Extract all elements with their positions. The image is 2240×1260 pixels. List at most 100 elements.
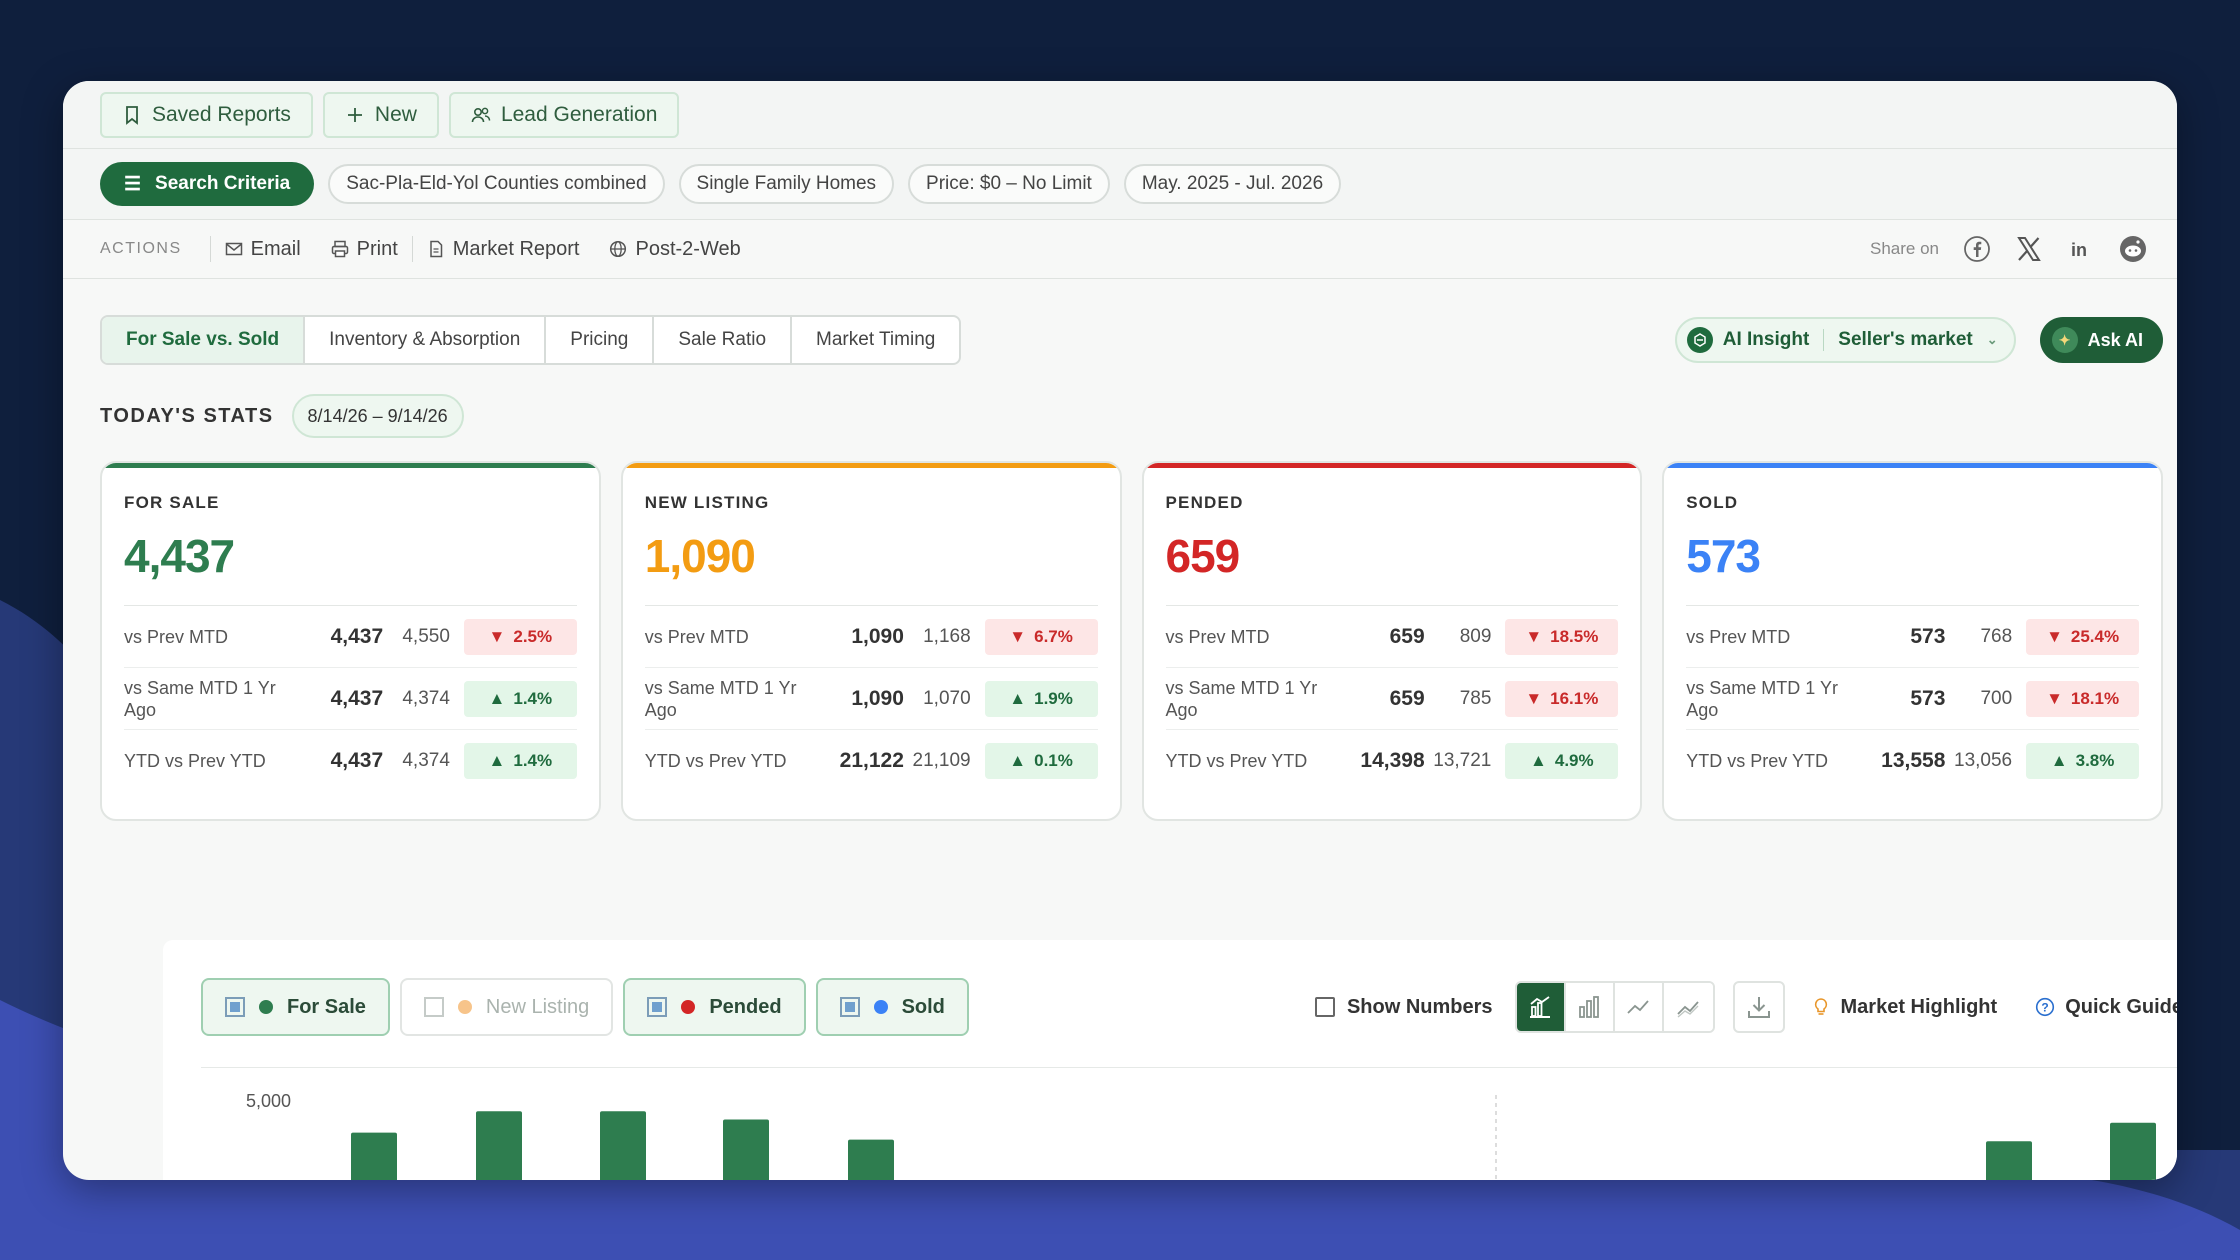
menu-icon: ☰: [124, 173, 142, 195]
legend-toggle-new-listing[interactable]: New Listing: [399, 978, 614, 1036]
legend-checkbox[interactable]: [647, 997, 668, 1017]
email-action[interactable]: Email: [225, 238, 301, 261]
legend-checkbox[interactable]: [839, 997, 860, 1017]
reddit-icon[interactable]: [2119, 235, 2147, 263]
facebook-icon[interactable]: [1963, 235, 1991, 263]
stat-row: vs Prev MTD 659 809 ▼ 18.5%: [1165, 606, 1619, 668]
stat-current-value: 659: [1389, 624, 1425, 648]
legend-toggle-pended[interactable]: Pended: [623, 978, 806, 1036]
change-badge: ▼ 2.5%: [463, 618, 577, 655]
criteria-chip-area[interactable]: Sac-Pla-Eld-Yol Counties combined: [328, 164, 665, 204]
legend-checkbox[interactable]: [225, 997, 245, 1017]
download-button[interactable]: [1732, 981, 1785, 1033]
stat-current-value: 1,090: [851, 686, 904, 710]
bar-chart-button[interactable]: [1565, 983, 1615, 1031]
card-label: SOLD: [1686, 493, 1739, 512]
chart-bar[interactable]: [723, 1119, 769, 1180]
lead-generation-label: Lead Generation: [500, 102, 658, 126]
search-criteria-button[interactable]: ☰ Search Criteria: [100, 162, 315, 206]
show-numbers-checkbox[interactable]: [1314, 997, 1335, 1017]
quick-guide-button[interactable]: ? Quick Guide: [2035, 996, 2177, 1019]
new-button[interactable]: New: [322, 91, 439, 138]
criteria-chip-price[interactable]: Price: $0 – No Limit: [908, 164, 1110, 204]
bar-chart: 5,000: [246, 1091, 2156, 1180]
stat-row: YTD vs Prev YTD 21,122 21,109 ▲ 0.1%: [645, 730, 1098, 792]
card-label: NEW LISTING: [644, 493, 770, 512]
criteria-chip-date-range[interactable]: May. 2025 - Jul. 2026: [1123, 164, 1342, 204]
stat-row: vs Same MTD 1 Yr Ago 573 700 ▼ 18.1%: [1686, 668, 2140, 730]
app-window: Saved Reports New Lead Generation ☰ Sear…: [63, 81, 2177, 1180]
change-badge: ▲ 1.4%: [463, 743, 577, 779]
stat-row: vs Prev MTD 4,437 4,550 ▼ 2.5%: [124, 606, 577, 668]
printer-icon: [331, 240, 348, 258]
stat-previous-value: 4,374: [402, 750, 450, 771]
legend-label: Sold: [901, 995, 945, 1018]
arrow-up-icon: ▲: [488, 751, 506, 770]
divider: [411, 236, 413, 262]
lead-generation-button[interactable]: Lead Generation: [448, 91, 680, 138]
chart-bar[interactable]: [2110, 1122, 2156, 1180]
change-value: 1.4%: [513, 688, 553, 708]
chart-bar[interactable]: [351, 1132, 397, 1180]
legend-checkbox[interactable]: [423, 997, 444, 1017]
market-report-action[interactable]: Market Report: [427, 238, 579, 261]
card-value: 4,437: [124, 530, 235, 582]
legend-toggle-sold[interactable]: Sold: [815, 978, 969, 1036]
search-criteria-row: ☰ Search Criteria Sac-Pla-Eld-Yol Counti…: [63, 149, 2177, 220]
stat-row: vs Prev MTD 573 768 ▼ 25.4%: [1686, 606, 2140, 668]
tab-inventory-absorption[interactable]: Inventory & Absorption: [305, 317, 547, 363]
stat-row-label: vs Prev MTD: [1165, 626, 1270, 647]
tab-pricing[interactable]: Pricing: [546, 317, 655, 363]
card-accent-bar: [1664, 463, 2161, 468]
combo-chart-icon: [1530, 996, 1551, 1018]
line-chart-button[interactable]: [1614, 983, 1664, 1031]
change-badge: ▲ 1.4%: [463, 680, 577, 717]
stat-previous-value: 4,550: [402, 625, 450, 647]
area-chart-button[interactable]: [1663, 983, 1713, 1031]
stat-current-value: 21,122: [839, 749, 904, 772]
arrow-down-icon: ▼: [2046, 688, 2063, 708]
stat-previous-value: 13,056: [1954, 750, 2013, 771]
divider: [1823, 329, 1825, 351]
stat-current-value: 4,437: [330, 624, 384, 648]
ask-ai-button[interactable]: ✦ Ask AI: [2039, 317, 2163, 363]
chart-bar[interactable]: [848, 1139, 894, 1180]
tab-market-timing[interactable]: Market Timing: [816, 329, 936, 350]
legend-toggle-for-sale[interactable]: For Sale: [201, 978, 390, 1036]
x-icon[interactable]: [2015, 235, 2043, 263]
change-value: 6.7%: [1034, 626, 1073, 646]
market-highlight-button[interactable]: Market Highlight: [1811, 996, 1997, 1019]
tab-for-sale-vs-sold[interactable]: For Sale vs. Sold: [102, 317, 306, 363]
post-2-web-action[interactable]: Post-2-Web: [609, 238, 741, 261]
ai-insight-dropdown[interactable]: AI Insight Seller's market ⌄: [1674, 317, 2016, 363]
saved-reports-button[interactable]: Saved Reports: [100, 91, 313, 138]
card-label: FOR SALE: [124, 493, 220, 512]
top-toolbar: Saved Reports New Lead Generation: [63, 81, 2177, 149]
ask-ai-label: Ask AI: [2087, 329, 2143, 350]
change-value: 18.1%: [2070, 688, 2120, 708]
chart-bar[interactable]: [476, 1111, 522, 1180]
combo-chart-button[interactable]: [1516, 983, 1566, 1031]
divider: [209, 236, 211, 262]
show-numbers-toggle[interactable]: Show Numbers: [1314, 996, 1493, 1019]
stat-previous-value: 13,721: [1433, 750, 1492, 771]
linkedin-icon[interactable]: in: [2067, 235, 2095, 263]
card-accent-bar: [1143, 463, 1641, 468]
print-action[interactable]: Print: [331, 238, 398, 261]
svg-text:?: ?: [2042, 1001, 2049, 1015]
tab-sale-ratio[interactable]: Sale Ratio: [654, 317, 793, 363]
print-label: Print: [356, 237, 398, 260]
report-tabs: For Sale vs. Sold Inventory & Absorption…: [100, 315, 962, 365]
tabs-row: For Sale vs. Sold Inventory & Absorption…: [100, 315, 2163, 365]
change-badge: ▲ 0.1%: [984, 743, 1098, 779]
chart-bar[interactable]: [600, 1111, 646, 1180]
chart-bar[interactable]: [1986, 1141, 2032, 1180]
lightbulb-icon: [1814, 998, 1827, 1015]
criteria-chip-property-type[interactable]: Single Family Homes: [678, 164, 895, 204]
email-label: Email: [250, 237, 301, 260]
ai-logo-icon: [1686, 327, 1713, 353]
chart-type-group: [1514, 981, 1715, 1033]
card-value: 573: [1686, 530, 1761, 582]
change-value: 16.1%: [1550, 688, 1599, 708]
legend-label: For Sale: [287, 995, 366, 1018]
